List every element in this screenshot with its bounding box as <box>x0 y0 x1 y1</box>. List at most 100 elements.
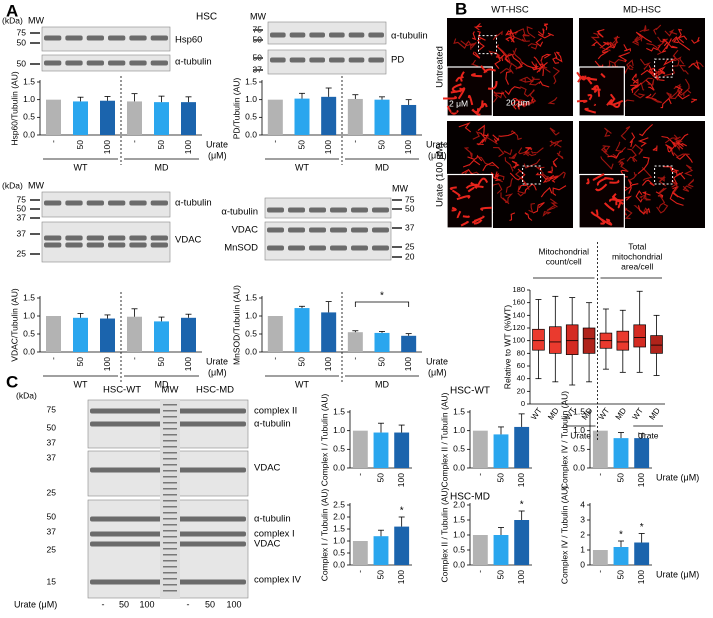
box <box>549 327 561 354</box>
y-tick-label: 3 <box>580 514 585 524</box>
y-tick-label: 0.5 <box>453 444 465 454</box>
lane-label: - <box>102 599 105 609</box>
x-tick-label: 100 <box>323 357 333 371</box>
bar <box>634 438 649 468</box>
lane-label: 50 <box>205 599 215 609</box>
group-label: MD <box>155 379 169 389</box>
blot-band <box>108 61 125 66</box>
x-axis-unit: (μM) <box>428 367 447 377</box>
marker-label: 37 <box>47 437 57 447</box>
blot-band <box>368 58 384 63</box>
marker-label: 37 <box>47 452 57 462</box>
bar <box>494 535 509 565</box>
column-label: MD-HSC <box>623 5 661 16</box>
group-title: count/cell <box>546 256 582 266</box>
ladder-band <box>163 518 177 520</box>
y-tick-label: 0.5 <box>245 112 257 122</box>
x-tick-label: 100 <box>403 357 413 371</box>
x-tick-label: 100 <box>636 473 646 487</box>
x-axis-label: Urate (μM) <box>656 569 699 579</box>
ladder-band <box>163 530 177 532</box>
band-label: VDAC <box>232 225 259 236</box>
blot-band <box>65 236 82 241</box>
x-tick-label: - <box>270 357 280 360</box>
band-label: α-tubulin <box>254 514 291 525</box>
box <box>583 328 595 353</box>
bar <box>374 433 389 468</box>
ladder-band <box>163 488 177 490</box>
blot-band <box>108 36 125 41</box>
blot-band <box>329 58 345 63</box>
bar <box>473 431 488 468</box>
significance: * <box>520 500 524 511</box>
y-tick-label: 1.0 <box>23 310 35 320</box>
y-tick-label: 0.0 <box>453 559 465 569</box>
x-tick-label: 100 <box>396 473 406 487</box>
y-tick-label: 0.5 <box>23 112 35 122</box>
ladder-band <box>163 416 177 418</box>
marker-label: 50 <box>17 37 27 47</box>
blot-band <box>44 243 61 248</box>
blot-band <box>65 61 82 66</box>
box <box>634 325 646 347</box>
x-tick-label: 50 <box>375 473 385 483</box>
lane-label: 100 <box>139 599 154 609</box>
box <box>533 329 545 350</box>
panel-label: B <box>455 0 467 18</box>
ladder-band <box>163 512 177 514</box>
y-axis-label: Complex II / Tubulin (AU) <box>439 392 449 487</box>
marker-label: 37 <box>47 526 57 536</box>
inset <box>447 175 492 229</box>
ladder-band <box>163 560 177 562</box>
blot-band <box>267 208 284 213</box>
blot-band <box>151 236 168 241</box>
y-axis-label: Complex IV / Tubulin (AU) <box>559 486 569 584</box>
blot-image <box>265 198 391 218</box>
group-label: MD <box>375 379 389 389</box>
bar <box>321 97 336 135</box>
y-tick-label: 180 <box>512 285 525 294</box>
x-tick-label: WT <box>631 406 646 421</box>
row-label: Untreated <box>435 46 446 88</box>
marker-label: 25 <box>47 544 57 554</box>
blot-band <box>108 201 125 206</box>
y-tick-label: 0.5 <box>573 444 585 454</box>
marker-label: 50 <box>47 422 57 432</box>
x-tick-label: 50 <box>376 357 386 367</box>
x-axis-label: Urate <box>206 356 228 366</box>
group-label: WT <box>74 379 88 389</box>
x-tick-label: 50 <box>156 357 166 367</box>
x-tick-label: 50 <box>495 473 505 483</box>
x-tick-label: WT <box>597 406 612 421</box>
ladder-band <box>163 464 177 466</box>
y-tick-label: 0 <box>521 399 525 408</box>
x-tick-label: 100 <box>403 140 413 154</box>
x-tick-label: 50 <box>296 140 306 150</box>
x-tick-label: MD <box>614 406 629 422</box>
x-tick-label: WT <box>529 406 544 421</box>
blot-band <box>267 228 284 233</box>
x-tick-label: - <box>129 140 139 143</box>
bar <box>348 332 363 352</box>
box <box>617 331 629 350</box>
ladder-band <box>163 494 177 496</box>
y-axis-label: Complex IV / Tubulin (AU) <box>559 391 569 489</box>
blot-band <box>349 58 365 63</box>
bar <box>394 527 409 565</box>
ladder-band <box>163 542 177 544</box>
band-label: PD <box>391 55 404 66</box>
ladder-band <box>163 590 177 592</box>
ladder-band <box>253 29 263 31</box>
y-tick-label: 0.5 <box>333 444 345 454</box>
y-tick-label: 1.5 <box>453 406 465 416</box>
y-tick-label: 1.0 <box>23 94 35 104</box>
y-tick-label: 0.0 <box>23 129 35 139</box>
ladder-band <box>253 57 263 59</box>
x-tick-label: - <box>355 473 365 476</box>
band-label: α-tubulin <box>175 198 212 209</box>
ladder-band <box>163 584 177 586</box>
bar <box>181 102 196 135</box>
x-tick-label: 100 <box>183 140 193 154</box>
blot-band <box>309 246 326 251</box>
x-tick-label: - <box>129 357 139 360</box>
